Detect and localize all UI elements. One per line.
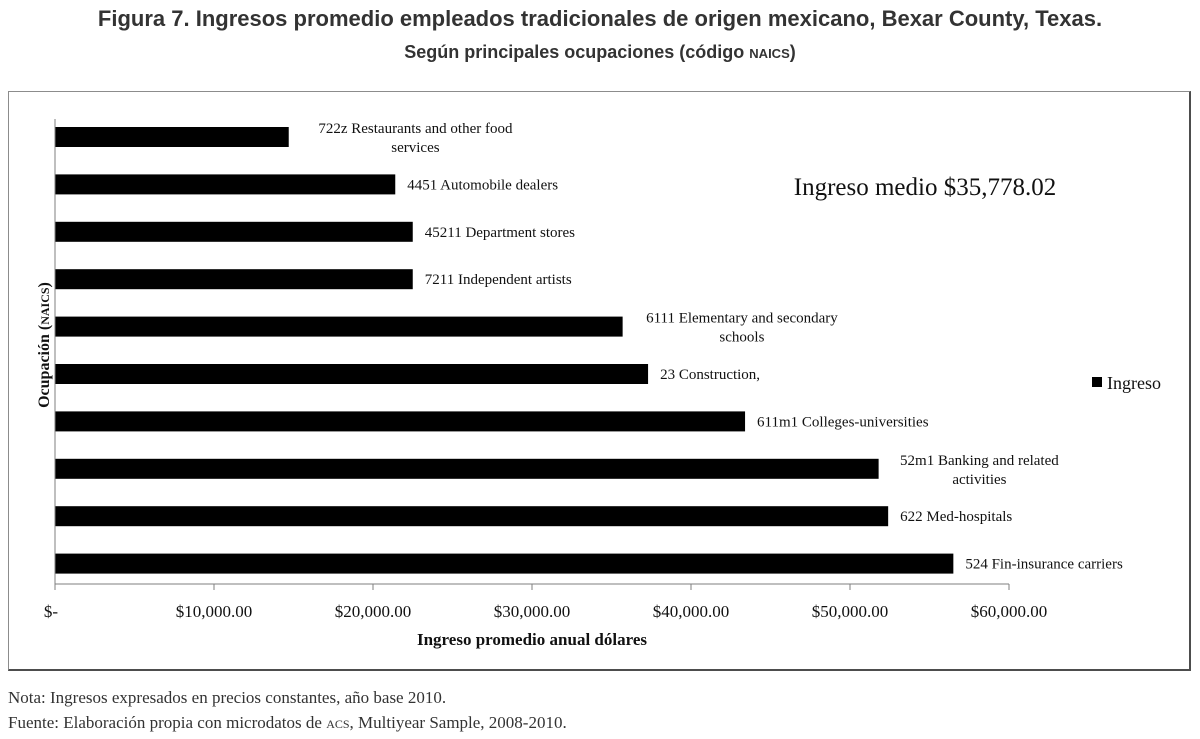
- source-text-acs: ACS: [326, 717, 350, 731]
- bar-label-4: 7211 Independent artists: [425, 272, 572, 288]
- y-axis-label-code: NAICS: [38, 287, 52, 325]
- bar-5: [55, 316, 623, 337]
- bar-10: [55, 553, 954, 574]
- x-tick-label-0: $-: [44, 602, 59, 621]
- x-axis: $- $10,000.00 $20,000.00 $30,000.00 $40,000.…: [44, 119, 1047, 621]
- y-axis-label-end: ): [36, 282, 53, 287]
- x-tick-label-1: $10,000.00: [176, 602, 253, 621]
- bar-label-1: 722z Restaurants and other food services: [318, 121, 513, 156]
- y-axis-label-main: Ocupación (: [36, 325, 53, 408]
- figure-subtitle-end: ): [789, 42, 796, 62]
- bar-labels-layer: 722z Restaurants and other food services 4…: [318, 121, 1123, 573]
- bar-4: [55, 269, 413, 290]
- source-text-after: , Multiyear Sample, 2008-2010.: [349, 713, 567, 732]
- x-tick-label-2: $20,000.00: [335, 602, 412, 621]
- bar-8: [55, 458, 879, 479]
- figure-subtitle: Según principales ocupaciones (código NA…: [0, 42, 1200, 63]
- source-text-before: Fuente: Elaboración propia con microdato…: [8, 713, 327, 732]
- x-tick-label-3: $30,000.00: [494, 602, 571, 621]
- bar-label-5: 6111 Elementary and secondary schools: [646, 311, 838, 346]
- bar-label-3: 45211 Department stores: [425, 225, 575, 241]
- bar-3: [55, 221, 413, 242]
- bar-label-8: 52m1 Banking and related activities: [900, 453, 1059, 488]
- note-text: Nota: Ingresos expresados en precios con…: [8, 688, 447, 707]
- source-text: Fuente: Elaboración propia con microdato…: [8, 713, 567, 733]
- x-tick-label-5: $50,000.00: [812, 602, 889, 621]
- chart-frame: [8, 91, 1191, 671]
- figure-subtitle-code: NAICS: [749, 46, 790, 61]
- x-tick-label-4: $40,000.00: [653, 602, 730, 621]
- x-tick-label-6: $60,000.00: [971, 602, 1048, 621]
- y-axis-label: Ocupación (NAICS): [36, 282, 53, 408]
- bar-7: [55, 411, 746, 432]
- bar-label-9: 622 Med-hospitals: [900, 509, 1012, 525]
- legend: Ingreso: [1092, 373, 1161, 393]
- bar-label-6: 23 Construction,: [660, 367, 760, 383]
- bar-label-7: 611m1 Colleges-universities: [757, 414, 929, 430]
- bars-layer: [55, 127, 954, 574]
- bar-9: [55, 506, 889, 527]
- figure-title: Figura 7. Ingresos promedio empleados tr…: [97, 6, 1103, 31]
- legend-label-ingreso: Ingreso: [1107, 373, 1161, 393]
- legend-swatch-ingreso: [1092, 377, 1102, 387]
- x-axis-label: Ingreso promedio anual dólares: [417, 630, 647, 649]
- bar-label-2: 4451 Automobile dealers: [407, 177, 558, 193]
- figure-subtitle-main: Según principales ocupaciones (código: [404, 42, 750, 62]
- annotation-ingreso-medio: Ingreso medio $35,778.02: [794, 174, 1056, 201]
- bar-6: [55, 364, 649, 384]
- bar-label-10: 524 Fin-insurance carriers: [965, 557, 1123, 573]
- bar-1: [55, 127, 289, 147]
- bar-2: [55, 174, 396, 195]
